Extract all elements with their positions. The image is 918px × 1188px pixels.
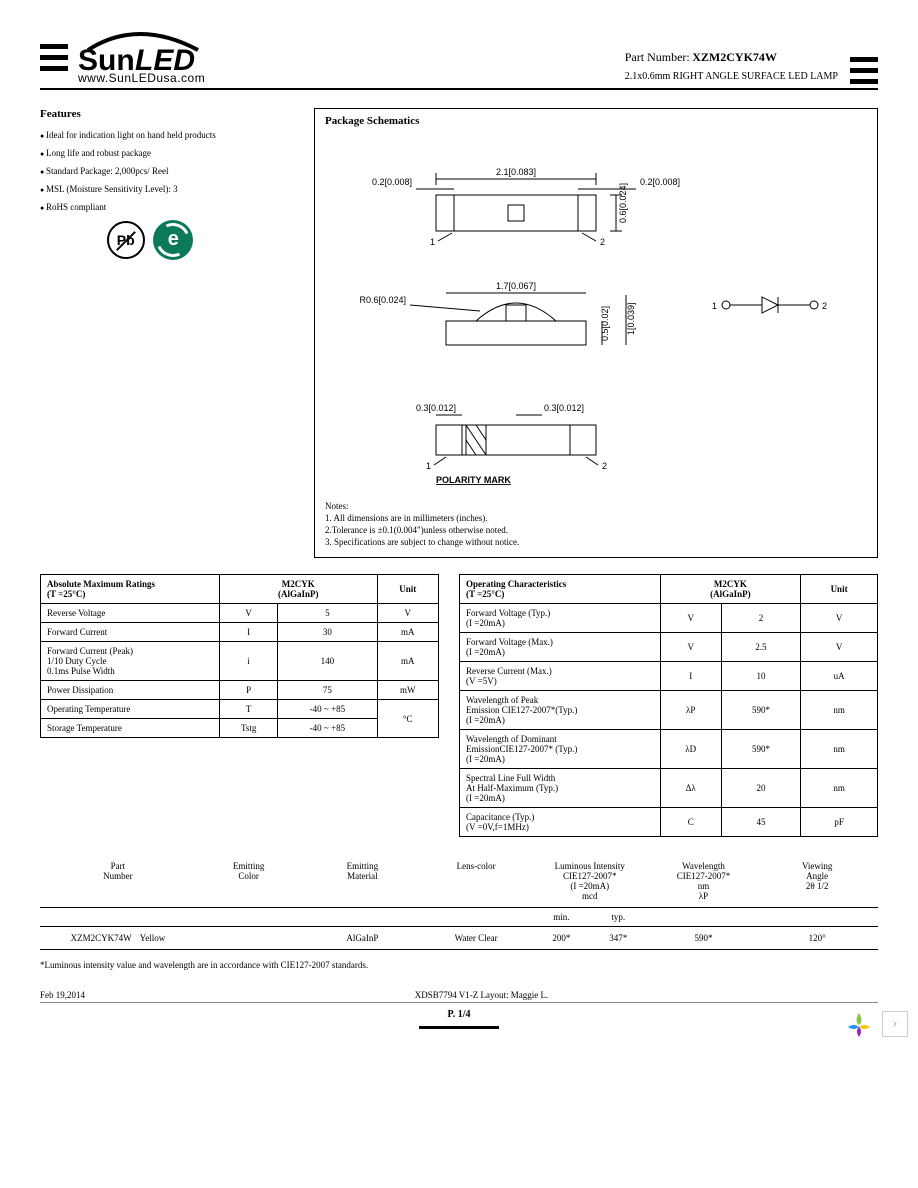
footnote: *Luminous intensity value and wavelength… [40,960,878,970]
header-right: Part Number: XZM2CYK74W 2.1x0.6mm RIGHT … [625,50,878,84]
svg-text:0.2[0.008]: 0.2[0.008] [372,177,412,187]
corner-logo-icon [844,1009,874,1039]
table-row: Reverse VoltageV5V [41,604,439,623]
sum-h-angle: Viewing Angle 2θ 1/2 [760,861,874,901]
op-title: Operating Characteristics [466,579,566,589]
sum-min: min. [533,912,590,922]
svg-text:1: 1 [426,461,431,471]
feature-item: MSL (Moisture Sensitivity Level): 3 [40,184,300,194]
rohs-icon [153,220,193,260]
part-number: XZM2CYK74W [692,50,777,64]
svg-text:0.5[0.02]: 0.5[0.02] [600,306,610,341]
abs-col-mat: M2CYK [282,579,315,589]
sum-angle: 120° [760,933,874,943]
sum-part: XZM2CYK74W [71,933,132,943]
footer: Feb 19,2014 XDSB7794 V1-Z Layout: Maggie… [40,990,878,1003]
table-row: Forward Current (Peak) 1/10 Duty Cycle 0… [41,642,439,681]
abs-title: Absolute Maximum Ratings [47,579,155,589]
op-cond: (T =25°C) [466,589,504,599]
table-row: Wavelength of Peak Emission CIE127-2007*… [460,691,878,730]
svg-text:2: 2 [822,301,827,311]
sum-h-emat: Emitting Material [306,861,420,901]
notes-title: Notes: [325,501,867,511]
summary-table: Part Number Emitting Color Emitting Mate… [40,861,878,950]
sum-wave: 590* [647,933,761,943]
svg-text:Sun: Sun [78,44,135,74]
sum-typ: typ. [590,912,647,922]
feature-item: Standard Package: 2,000pcs/ Reel [40,166,300,176]
schematics-title: Package Schematics [325,115,867,127]
sum-h-wave: Wavelength CIE127-2007* nm λP [647,861,761,901]
feature-item: Ideal for indication light on hand held … [40,130,300,140]
svg-text:2: 2 [602,461,607,471]
sum-h-lum: Luminous Intensity CIE127-2007* (I =20mA… [533,861,647,901]
schematics-notes: Notes: 1. All dimensions are in millimet… [325,501,867,547]
logo: Sun LED www.SunLEDusa.com [78,30,248,84]
part-label: Part Number: [625,50,690,64]
table-row: Forward Voltage (Max.) (I =20mA)V2.5V [460,633,878,662]
sum-min-v: 200* [533,933,590,943]
svg-text:1: 1 [430,237,435,247]
table-row: Power DissipationP75mW [41,681,439,700]
op-col-unit: Unit [801,575,878,604]
sum-typ-v: 347* [590,933,647,943]
header: Sun LED www.SunLEDusa.com Part Number: X… [40,30,878,90]
sum-h-lens: Lens-color [419,861,533,901]
svg-text:POLARITY MARK: POLARITY MARK [436,475,511,485]
sum-lens: Water Clear [419,933,533,943]
note-item: 3. Specifications are subject to change … [325,537,867,547]
svg-text:LED: LED [135,44,195,74]
subtitle: 2.1x0.6mm RIGHT ANGLE SURFACE LED LAMP [625,71,838,82]
footer-date: Feb 19,2014 [40,990,85,1000]
features-section: Features Ideal for indication light on h… [40,108,300,558]
sum-h-part: Part Number [44,861,192,901]
logo-url: www.SunLEDusa.com [78,72,248,84]
sunled-logo-svg: Sun LED [78,30,248,74]
schematics-section: Package Schematics 2.1[0.083] [314,108,878,558]
op-col-mat: M2CYK [714,579,747,589]
table-row: Forward CurrentI30mA [41,623,439,642]
table-row: Forward Voltage (Typ.) (I =20mA)V2V [460,604,878,633]
table-row: Reverse Current (Max.) (V =5V)I10uA [460,662,878,691]
svg-text:1[0.039]: 1[0.039] [626,302,636,335]
table-row: Operating TemperatureT-40 ~ +85°C [41,700,439,719]
table-row: Wavelength of Dominant EmissionCIE127-20… [460,730,878,769]
page-number: P. 1/4 [419,1009,499,1029]
svg-text:0.3[0.012]: 0.3[0.012] [416,403,456,413]
note-item: 1. All dimensions are in millimeters (in… [325,513,867,523]
svg-text:0.3[0.012]: 0.3[0.012] [544,403,584,413]
abs-max-table: Absolute Maximum Ratings(T =25°C) M2CYK(… [40,574,439,738]
table-row: Spectral Line Full Width At Half-Maximum… [460,769,878,808]
svg-text:1: 1 [712,301,717,311]
sum-h-ecolor: Emitting Color [192,861,306,901]
op-col-mat-sub: (AlGaInP) [710,589,751,599]
header-left: Sun LED www.SunLEDusa.com [40,30,248,84]
sum-ecolor-inline: Yellow [140,933,166,943]
abs-col-unit: Unit [377,575,439,604]
svg-text:0.2[0.008]: 0.2[0.008] [640,177,680,187]
abs-col-mat-sub: (AlGaInP) [278,589,319,599]
op-char-table: Operating Characteristics(T =25°C) M2CYK… [459,574,878,837]
next-page-button[interactable]: › [882,1011,908,1037]
footer-doc: XDSB7794 V1-Z Layout: Maggie L. [415,990,549,1000]
lead-free-icon [107,221,145,259]
svg-text:2: 2 [600,237,605,247]
svg-text:0.6[0.024]: 0.6[0.024] [618,183,628,223]
svg-text:2.1[0.083]: 2.1[0.083] [496,167,536,177]
features-title: Features [40,108,300,120]
abs-cond: (T =25°C) [47,589,85,599]
feature-item: Long life and robust package [40,148,300,158]
table-row: Capacitance (Typ.) (V =0V,f=1MHz)C45pF [460,808,878,837]
menu-icon [40,44,68,71]
note-item: 2.Tolerance is ±0.1(0.004")unless otherw… [325,525,867,535]
feature-item: RoHS compliant [40,202,300,212]
corner-widget: › [844,1009,908,1039]
menu-icon-right [850,57,878,84]
summary-data-row: XZM2CYK74W Yellow AlGaInP Water Clear 200… [40,927,878,950]
svg-text:R0.6[0.024]: R0.6[0.024] [359,295,406,305]
schematics-drawing: 2.1[0.083] 0.2[0.008] 0.2[0.008] 0.6[0.0… [325,135,867,495]
svg-text:1.7[0.067]: 1.7[0.067] [496,281,536,291]
sum-emat: AlGaInP [306,933,420,943]
